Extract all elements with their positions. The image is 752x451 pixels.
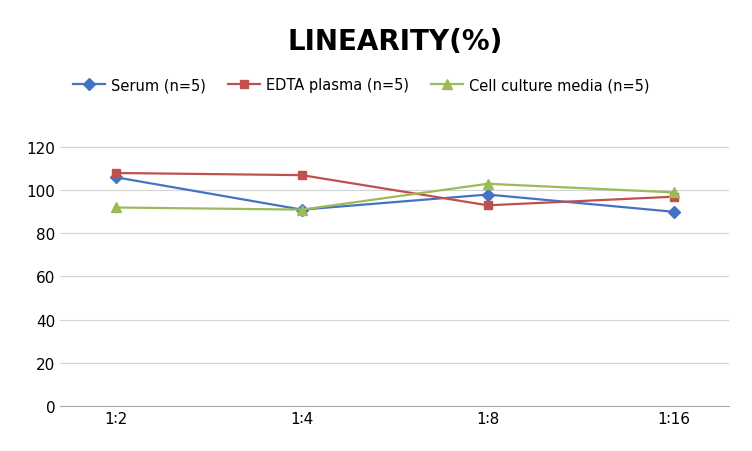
EDTA plasma (n=5) [297, 173, 306, 179]
EDTA plasma (n=5) [669, 194, 678, 200]
Serum (n=5) [297, 207, 306, 213]
Serum (n=5) [669, 210, 678, 215]
Cell culture media (n=5) [297, 207, 306, 213]
Cell culture media (n=5) [669, 190, 678, 196]
Serum (n=5) [484, 193, 493, 198]
Line: Serum (n=5): Serum (n=5) [112, 174, 678, 216]
Cell culture media (n=5) [111, 205, 120, 211]
Legend: Serum (n=5), EDTA plasma (n=5), Cell culture media (n=5): Serum (n=5), EDTA plasma (n=5), Cell cul… [68, 72, 655, 99]
Cell culture media (n=5) [484, 182, 493, 187]
EDTA plasma (n=5) [111, 171, 120, 176]
Title: LINEARITY(%): LINEARITY(%) [287, 28, 502, 56]
Line: EDTA plasma (n=5): EDTA plasma (n=5) [112, 170, 678, 210]
Serum (n=5) [111, 175, 120, 180]
Line: Cell culture media (n=5): Cell culture media (n=5) [111, 179, 678, 215]
EDTA plasma (n=5) [484, 203, 493, 208]
